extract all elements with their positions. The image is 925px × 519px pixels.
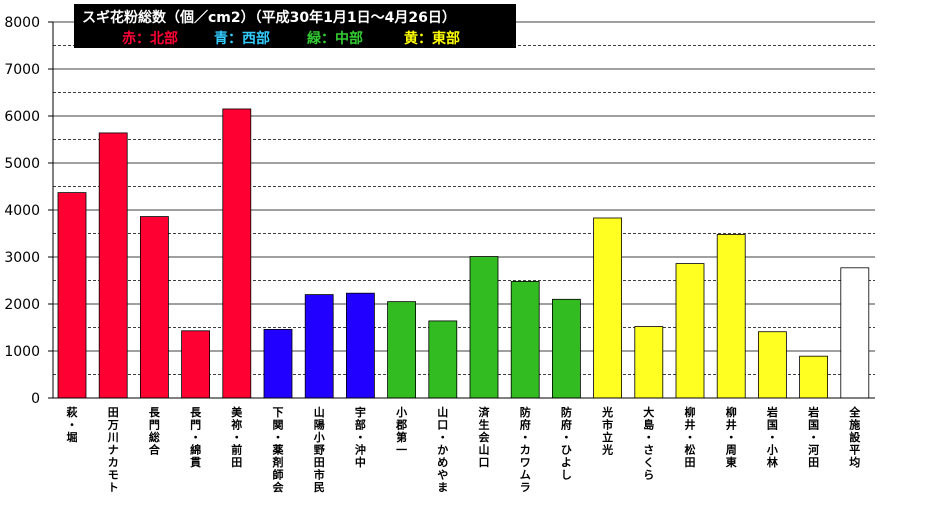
x-tick-label: 長門・綿貫	[190, 406, 202, 469]
y-tick-label: 0	[31, 391, 40, 407]
chart-title: スギ花粉総数（個／cm2）（平成30年1月1日～4月26日）	[82, 10, 456, 26]
grid-lines	[53, 21, 875, 375]
x-tick-label: 済生会山口	[479, 405, 491, 469]
bar	[799, 355, 828, 399]
y-axis-ticks: 0 1000 2000 3000 4000 5000 6000 7000 8000	[4, 15, 53, 407]
bar	[98, 132, 128, 399]
x-tick-label: 防府・カワムラ	[520, 405, 531, 494]
x-tick-label: 小郡第一	[395, 405, 407, 457]
x-tick-label: 山陽小野田市民	[313, 405, 325, 494]
bar	[428, 320, 458, 399]
x-tick-label: 長門総合	[149, 406, 161, 457]
bar	[510, 281, 540, 399]
y-tick-label: 5000	[4, 156, 40, 172]
bar	[57, 192, 87, 399]
x-tick-label: 大島・さくら	[643, 405, 654, 482]
y-tick-label: 4000	[4, 203, 40, 219]
x-tick-label: 柳井・周東	[726, 405, 738, 469]
y-tick-label: 6000	[4, 109, 40, 125]
bar	[593, 217, 622, 399]
bar	[263, 328, 293, 399]
bar	[222, 108, 252, 399]
x-tick-label: 萩・堀	[66, 405, 78, 444]
bar	[469, 256, 499, 399]
x-tick-label: 光市立光	[601, 405, 613, 457]
x-tick-label: 山口・かめやま	[437, 405, 448, 494]
legend-item-central: 緑：中部	[307, 31, 363, 47]
bar	[181, 330, 211, 399]
bar	[304, 294, 334, 399]
legend-item-east: 黄：東部	[404, 31, 460, 47]
x-tick-label: 防府・ひよし	[561, 405, 572, 482]
legend-box: スギ花粉総数（個／cm2）（平成30年1月1日～4月26日） 赤：北部 青：西部…	[74, 4, 516, 48]
legend-item-west: 青：西部	[214, 31, 270, 47]
bar	[634, 326, 664, 399]
y-tick-label: 2000	[4, 297, 40, 313]
y-tick-label: 1000	[4, 344, 40, 360]
x-tick-label: 田万川ナカモト	[107, 406, 119, 494]
bar	[552, 298, 581, 399]
bar	[758, 331, 787, 399]
x-tick-label: 柳井・松田	[685, 405, 696, 469]
x-tick-label: 下関・薬剤師会	[272, 406, 285, 494]
y-tick-label: 3000	[4, 250, 40, 266]
x-axis-labels: 萩・堀 田万川ナカモト 長門総合 長門・綿貫 美祢・前田 下関・薬剤師会 山陽小野田市民 宇部…	[66, 405, 862, 494]
bar	[716, 234, 746, 399]
x-tick-label: 岩国・河田	[807, 405, 819, 469]
x-tick-label: 岩国・小林	[766, 405, 778, 469]
bar	[139, 216, 169, 399]
bar	[675, 263, 705, 399]
legend: 赤：北部 青：西部 緑：中部 黄：東部	[74, 28, 516, 47]
x-tick-label: 宇部・沖中	[355, 405, 366, 469]
y-tick-label: 7000	[4, 62, 40, 78]
legend-item-north: 赤：北部	[122, 31, 178, 47]
bars	[57, 108, 870, 399]
bar	[840, 267, 870, 399]
x-tick-label: 美祢・前田	[231, 405, 243, 469]
x-tick-label: 全施設平均	[848, 405, 861, 469]
y-tick-label: 8000	[4, 15, 40, 31]
bar	[387, 301, 417, 399]
bar	[345, 292, 375, 399]
